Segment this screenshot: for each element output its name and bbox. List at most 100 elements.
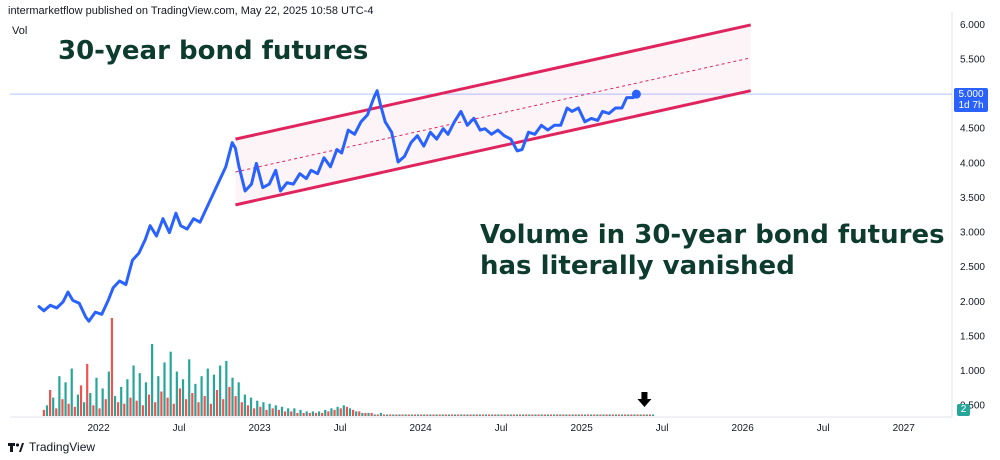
volume-bar <box>132 365 135 416</box>
volume-bar <box>407 414 410 416</box>
tradingview-logo-icon <box>8 443 24 452</box>
volume-bar <box>636 414 639 416</box>
volume-bar <box>42 409 46 416</box>
volume-bar <box>413 414 417 416</box>
tradingview-footer[interactable]: TradingView <box>8 440 95 454</box>
volume-bar <box>86 363 89 416</box>
volume-bar <box>441 414 444 416</box>
volume-bar <box>92 405 95 416</box>
x-tick-label: 2022 <box>87 423 110 434</box>
volume-bar <box>549 414 553 416</box>
volume-bar <box>120 386 123 416</box>
volume-bar <box>580 414 583 416</box>
volume-bar <box>385 414 389 416</box>
volume-bar <box>277 409 280 416</box>
y-tick-label: 1.000 <box>960 366 985 377</box>
volume-bar <box>518 414 522 416</box>
volume-bar <box>537 414 540 416</box>
volume-bar <box>528 414 531 416</box>
volume-bar <box>61 399 64 416</box>
volume-bar <box>317 411 321 416</box>
volume-bar <box>259 406 262 416</box>
x-tick-label: 2023 <box>248 423 271 434</box>
volume-bar <box>154 402 157 416</box>
volume-bar <box>117 402 120 416</box>
volume-bar <box>627 414 630 416</box>
volume-bar <box>562 414 565 416</box>
volume-bar <box>438 414 441 416</box>
volume-bar <box>420 414 423 416</box>
current-price-badge: 5.000 1d 7h <box>954 88 988 112</box>
volume-bar <box>296 412 299 416</box>
channel-fill <box>235 24 751 205</box>
volume-bar <box>429 414 432 416</box>
x-tick-label: Jul <box>656 423 669 434</box>
footer-brand: TradingView <box>29 440 96 454</box>
bar-countdown: 1d 7h <box>958 100 984 111</box>
volume-bar <box>373 414 376 416</box>
volume-bar <box>447 414 451 416</box>
volume-bar <box>243 394 246 416</box>
volume-bar <box>364 412 367 416</box>
last-price-dot <box>631 89 641 99</box>
volume-bar <box>469 414 472 416</box>
volume-bar <box>559 414 562 416</box>
volume-bar <box>651 414 655 416</box>
volume-bar <box>426 414 429 416</box>
volume-bar <box>234 396 237 416</box>
volume-bar <box>376 414 379 416</box>
x-tick-label: 2025 <box>571 423 594 434</box>
volume-bar <box>95 377 98 416</box>
volume-bar <box>648 414 651 416</box>
volume-bar <box>404 414 407 416</box>
volume-bar <box>222 399 225 416</box>
volume-bar <box>215 389 219 416</box>
volume-bar <box>76 394 80 416</box>
volume-bar <box>488 414 491 416</box>
volume-bar <box>311 411 314 416</box>
volume-bar <box>166 397 169 416</box>
volume-bar <box>342 405 345 416</box>
volume-bar <box>314 412 318 416</box>
volume-bar <box>525 414 528 416</box>
current-price-value: 5.000 <box>958 89 984 100</box>
volume-label: Vol <box>12 25 28 37</box>
volume-bar <box>522 414 525 416</box>
volume-bar <box>590 414 593 416</box>
volume-bar <box>256 400 259 416</box>
volume-bar <box>494 414 497 416</box>
volume-bar <box>416 414 420 416</box>
volume-bar <box>336 406 339 416</box>
volume-bar <box>79 385 83 416</box>
channel-lower-line <box>235 89 752 207</box>
volume-bar <box>577 414 580 416</box>
channel-midline <box>235 57 751 173</box>
volume-bar <box>506 414 509 416</box>
volume-bar <box>135 400 138 416</box>
volume-bar <box>231 377 234 416</box>
volume-bar <box>123 403 126 416</box>
volume-bar <box>169 351 172 416</box>
price-series-line <box>37 89 638 323</box>
volume-bar <box>327 411 330 416</box>
volume-bar <box>197 402 200 416</box>
volume-bar <box>463 414 466 416</box>
volume-bar <box>191 393 194 416</box>
volume-bar <box>268 403 271 416</box>
volume-bar <box>178 388 182 416</box>
volume-bar <box>475 414 478 416</box>
publisher-header: intermarketflow published on TradingView… <box>8 5 374 17</box>
volume-bar <box>361 412 364 416</box>
volume-bar <box>138 373 141 416</box>
volume-bar <box>237 382 240 416</box>
volume-bar <box>432 414 435 416</box>
volume-bar <box>565 414 568 416</box>
volume-bar <box>608 414 611 416</box>
x-tick-label: Jul <box>495 423 508 434</box>
volume-bar <box>212 374 216 416</box>
x-tick-label: Jul <box>334 423 347 434</box>
volume-bar <box>228 386 231 416</box>
volume-bar <box>157 376 160 416</box>
y-tick-label: 2.500 <box>960 262 985 273</box>
